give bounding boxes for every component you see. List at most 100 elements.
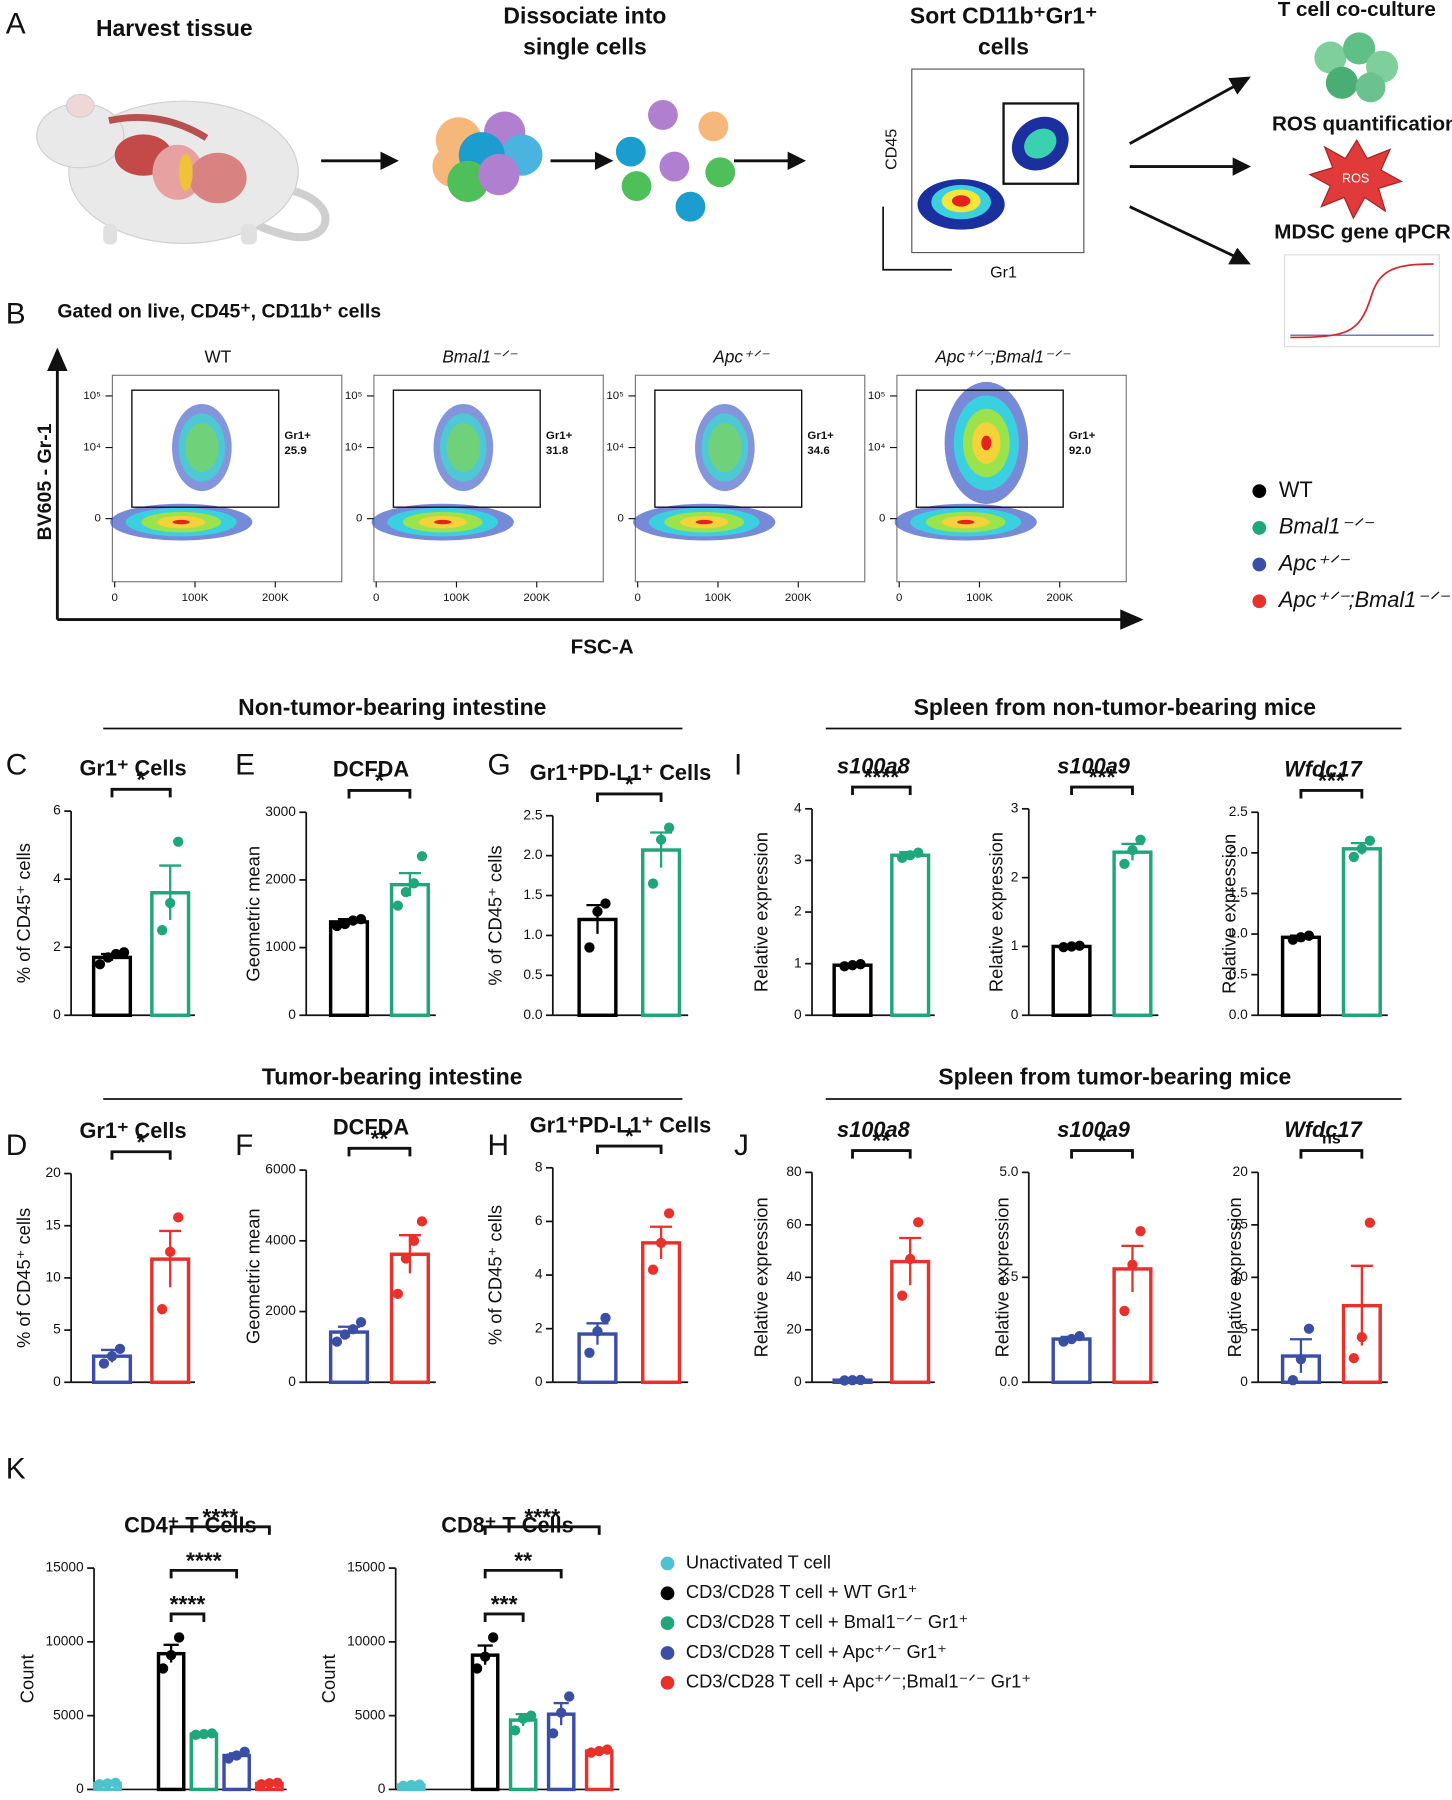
chart-title: s100a9	[1057, 753, 1131, 778]
legend-label: Apc⁺ᐟ⁻;Bmal1⁻ᐟ⁻	[1277, 587, 1450, 612]
data-point	[392, 1288, 404, 1300]
data-point	[655, 834, 667, 845]
gate	[1002, 102, 1080, 185]
gate	[654, 389, 803, 508]
significance-label: **	[872, 1128, 890, 1154]
chart-title: Wfdc17	[1284, 757, 1362, 782]
y-tick-label: 1	[794, 955, 802, 970]
data-point	[897, 1290, 908, 1301]
data-point	[488, 1632, 499, 1643]
data-point	[839, 1375, 850, 1386]
data-point	[564, 1691, 575, 1702]
y-tick-label: 5000	[355, 1707, 386, 1722]
gate-label: Gr1+	[807, 430, 834, 442]
y-tick-label: 1.0	[523, 927, 542, 942]
schematic-flow-plot	[882, 68, 1085, 271]
cell	[1314, 41, 1347, 74]
data-point	[231, 1750, 242, 1761]
data-point	[1127, 844, 1138, 856]
y-tick-label: 6	[535, 1213, 543, 1228]
data-point	[331, 1336, 343, 1347]
density	[446, 423, 481, 472]
data-point	[905, 850, 916, 861]
significance-label: ****	[524, 1504, 560, 1530]
cell	[447, 160, 489, 203]
data-point	[647, 878, 659, 889]
data-point	[1074, 940, 1085, 951]
flow-x-tick-label: 100K	[182, 592, 209, 604]
data-point	[1303, 1323, 1315, 1334]
mouse-illustration	[36, 93, 330, 245]
flow-plot-title: WT	[205, 347, 232, 367]
y-tick-label: 1.5	[523, 887, 542, 902]
legend-label: Apc⁺ᐟ⁻	[1277, 550, 1350, 575]
data-point	[600, 898, 611, 909]
significance-label: **	[514, 1547, 532, 1573]
data-point	[1295, 1354, 1307, 1365]
step-title: single cells	[523, 33, 647, 59]
data-point	[110, 1777, 121, 1788]
cell	[478, 153, 520, 196]
cell	[621, 171, 652, 201]
y-axis-label: Relative expression	[1224, 1197, 1245, 1357]
data-point	[594, 1745, 605, 1757]
arrow	[1129, 205, 1237, 259]
output-title: MDSC gene qPCR	[1274, 221, 1451, 244]
section-heading: Spleen from tumor-bearing mice	[938, 1063, 1291, 1089]
chart-title: Gr1⁺ Cells	[79, 1118, 186, 1143]
chart-title: DCFDA	[333, 1115, 409, 1140]
significance-bracket	[851, 785, 912, 796]
data-point	[1356, 843, 1368, 854]
cell	[659, 151, 690, 182]
section-heading: Non-tumor-bearing intestine	[238, 694, 546, 720]
significance-bracket	[169, 1568, 239, 1579]
bar	[1280, 935, 1322, 1017]
bar	[156, 1651, 186, 1792]
density	[185, 423, 219, 472]
arrow-head	[47, 347, 68, 371]
data-point	[339, 1329, 351, 1340]
flow-x-tick-label: 100K	[705, 592, 732, 604]
panel-letter: J	[734, 1129, 749, 1162]
gate	[392, 389, 541, 508]
cell	[675, 191, 706, 222]
data-point	[94, 959, 106, 970]
y-tick-label: 0.5	[1229, 966, 1248, 981]
data-point	[556, 1707, 567, 1718]
significance-label: ***	[1318, 768, 1345, 794]
legend-label: WT	[1279, 477, 1313, 502]
arrow-head	[1228, 247, 1251, 265]
data-point	[1348, 851, 1359, 863]
significance-label: ****	[864, 764, 900, 790]
data-point	[663, 822, 675, 833]
chart-title: Gr1⁺ Cells	[79, 756, 186, 781]
step-title: Sort CD11b⁺Gr1⁺	[910, 3, 1097, 29]
significance-bracket	[596, 792, 663, 802]
significance-bracket	[483, 1568, 563, 1579]
y-tick-label: 0	[794, 1374, 802, 1389]
data-point	[416, 1216, 428, 1227]
data-point	[1356, 1331, 1368, 1343]
organ	[152, 144, 204, 200]
significance-label: **	[371, 1125, 389, 1151]
cell	[1343, 32, 1376, 65]
significance-bracket	[1070, 785, 1134, 796]
data-point	[416, 851, 428, 862]
bar	[189, 1732, 219, 1792]
data-point	[94, 1779, 105, 1790]
significance-label: *	[625, 1123, 634, 1149]
y-tick-label: 10000	[347, 1634, 386, 1649]
significance-label: ns	[1322, 1129, 1341, 1147]
arrow-head	[594, 151, 614, 171]
data-point	[173, 1632, 185, 1643]
cell	[648, 100, 678, 130]
section-heading: Spleen from non-tumor-bearing mice	[914, 694, 1316, 720]
bar	[1051, 944, 1092, 1017]
y-tick-label: 6	[53, 803, 61, 818]
data-point	[118, 947, 130, 958]
y-tick-label: 20	[45, 1165, 61, 1180]
flow-y-tick-label: 10⁵	[868, 390, 886, 402]
mouse-leg	[103, 223, 117, 245]
y-tick-label: 2	[535, 1320, 543, 1335]
